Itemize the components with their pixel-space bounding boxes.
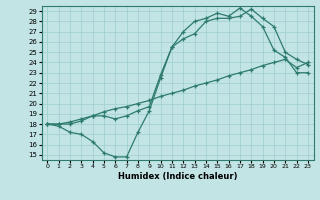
X-axis label: Humidex (Indice chaleur): Humidex (Indice chaleur) [118, 172, 237, 181]
